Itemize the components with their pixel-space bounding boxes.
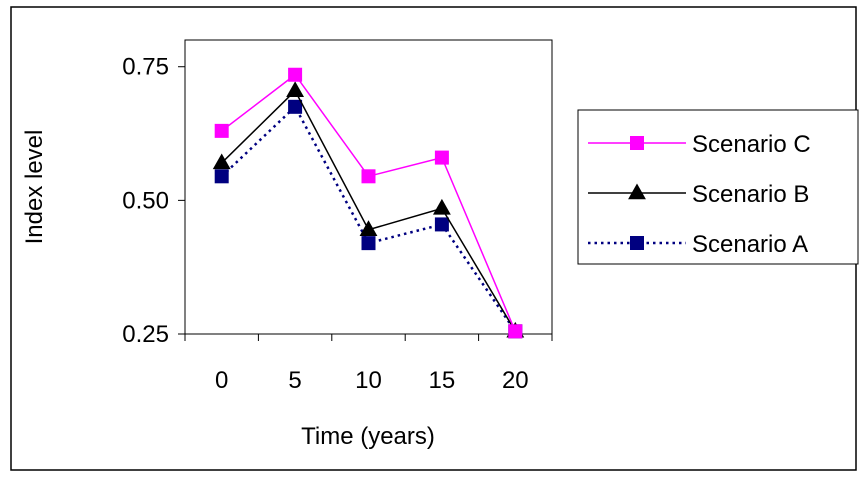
data-point bbox=[214, 123, 229, 138]
series-layer bbox=[212, 67, 525, 339]
x-axis: 0 5 10 15 20 bbox=[184, 334, 553, 394]
legend-label: Scenario A bbox=[692, 231, 808, 258]
y-axis: 0.25 0.50 0.75 bbox=[122, 54, 185, 348]
legend-label: Scenario C bbox=[692, 131, 811, 158]
data-point bbox=[434, 217, 449, 232]
data-point bbox=[359, 220, 378, 236]
x-tick-label: 0 bbox=[215, 367, 228, 394]
data-point bbox=[434, 150, 449, 165]
x-tick-label: 5 bbox=[288, 367, 301, 394]
legend: Scenario C Scenario B Scenario A bbox=[577, 109, 859, 265]
data-point bbox=[288, 99, 303, 114]
data-point bbox=[361, 169, 376, 184]
legend-marker bbox=[628, 183, 646, 200]
plot-area bbox=[184, 39, 553, 335]
data-point bbox=[212, 153, 231, 170]
legend-label: Scenario B bbox=[692, 181, 809, 208]
data-point bbox=[361, 236, 376, 251]
series-scenario-c bbox=[214, 67, 523, 339]
y-axis-label: Index level bbox=[21, 130, 48, 245]
data-point bbox=[286, 81, 305, 98]
legend-entry: Scenario B bbox=[588, 181, 809, 208]
x-axis-label: Time (years) bbox=[301, 423, 435, 450]
x-tick-label: 20 bbox=[502, 367, 529, 394]
x-tick-label: 10 bbox=[355, 367, 382, 394]
data-point bbox=[288, 67, 303, 82]
legend-marker bbox=[630, 236, 644, 250]
y-tick-label: 0.75 bbox=[122, 54, 169, 81]
y-tick-label: 0.50 bbox=[122, 187, 169, 214]
legend-entry: Scenario C bbox=[588, 131, 811, 158]
legend-entry: Scenario A bbox=[588, 231, 808, 258]
legend-box bbox=[577, 109, 859, 265]
data-point bbox=[214, 169, 229, 184]
x-tick-label: 15 bbox=[429, 367, 456, 394]
data-point bbox=[508, 324, 523, 339]
data-point bbox=[432, 198, 451, 215]
y-tick-label: 0.25 bbox=[122, 321, 169, 348]
legend-items: Scenario C Scenario B Scenario A bbox=[588, 131, 811, 258]
legend-marker bbox=[630, 136, 644, 150]
